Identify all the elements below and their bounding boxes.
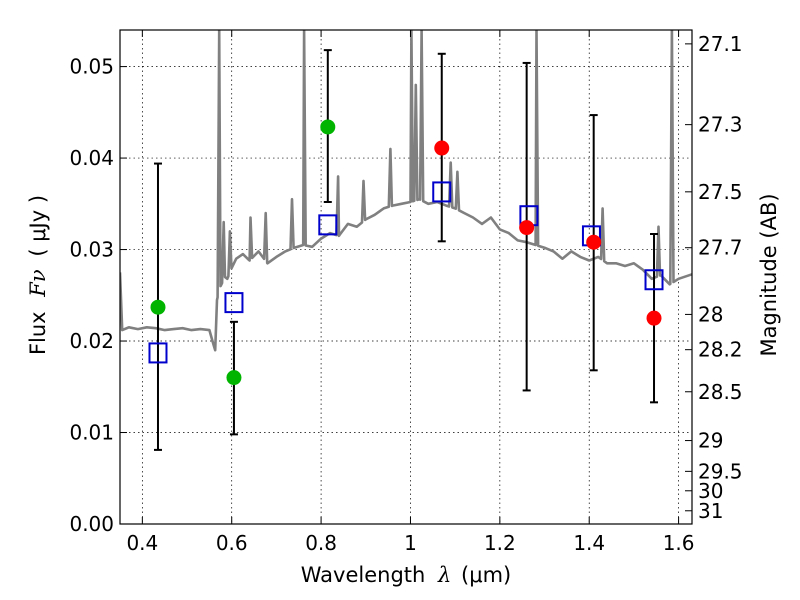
y2-tick-label: 28.2: [698, 338, 743, 362]
y-tick-label: 0.04: [69, 146, 114, 170]
x-tick-label: 1.2: [484, 531, 516, 555]
green-data-point: [320, 119, 336, 135]
green-data-point: [226, 370, 242, 386]
y2-axis-label: Magnitude (AB): [757, 193, 781, 356]
y-tick-label: 0.00: [69, 512, 114, 536]
model-spectrum-line: [120, 30, 692, 352]
model-photometry-square: [318, 214, 338, 236]
y2-tick-label: 29.5: [698, 459, 743, 483]
x-tick-label: 0.8: [305, 531, 337, 555]
y2-tick-label: 27.5: [698, 180, 743, 204]
y-tick-label: 0.03: [69, 238, 114, 262]
y2-tick-label: 27.7: [698, 236, 743, 260]
x-tick-label: 1.6: [663, 531, 695, 555]
y2-tick-label: 30: [698, 479, 723, 503]
model-photometry-square: [644, 269, 664, 291]
y2-tick-label: 31: [698, 499, 723, 523]
y-tick-label: 0.02: [69, 329, 114, 353]
x-tick-label: 1: [404, 531, 417, 555]
x-tick-label: 0.4: [126, 531, 158, 555]
y2-tick-label: 28.5: [698, 380, 743, 404]
y2-tick-label: 27.3: [698, 113, 743, 137]
model-photometry-square: [432, 181, 452, 203]
model-photometry-square: [224, 292, 244, 314]
y-tick-label: 0.01: [69, 421, 114, 445]
x-axis-label: Wavelength λ (μm): [301, 563, 511, 587]
y2-tick-label: 28: [698, 302, 723, 326]
y-tick-label: 0.05: [69, 55, 114, 79]
red-data-point: [519, 220, 535, 236]
plot-area: [120, 30, 692, 524]
plot-frame: [119, 29, 693, 525]
axis-ticks: [120, 30, 692, 525]
y2-tick-label: 29: [698, 429, 723, 453]
x-tick-label: 0.6: [216, 531, 248, 555]
x-tick-labels: 0.4 0.6 0.8 1 1.2 1.4 1.6: [126, 531, 694, 555]
model-spectrum-layer: [120, 30, 692, 352]
y-axis-label: Flux Fν ( μJy ): [26, 195, 50, 355]
red-data-point: [646, 310, 662, 326]
model-photometry-layer: [148, 181, 664, 364]
y2-tick-label: 27.1: [698, 32, 743, 56]
y-tick-labels: 0.00 0.01 0.02 0.03 0.04 0.05: [69, 55, 114, 536]
model-photometry-square: [148, 342, 168, 364]
red-data-point: [434, 140, 450, 156]
red-data-point: [586, 234, 602, 250]
x-tick-label: 1.4: [573, 531, 605, 555]
green-data-point: [150, 299, 166, 315]
observed-points-layer: [150, 119, 662, 386]
